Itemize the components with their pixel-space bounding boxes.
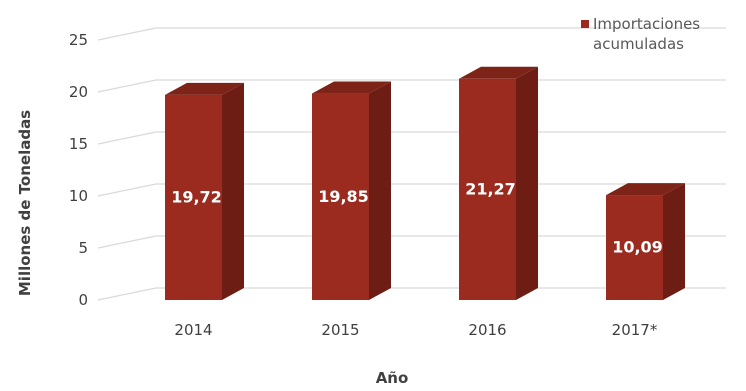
bar-value-label: 19,72 [171,187,222,206]
x-tick-label: 2015 [321,321,359,339]
bars: 19,72 19,85 21,27 10,09 [165,66,685,301]
bar-top [312,81,391,94]
y-tick-label: 0 [78,291,88,309]
y-axis-ticks: 0 5 10 15 20 25 [69,31,88,309]
bar: 19,85 [312,81,391,300]
bar-side [369,81,391,300]
y-tick-label: 10 [69,187,88,205]
y-tick-label: 25 [69,31,88,49]
bar-front [606,195,663,300]
gridline [97,27,726,41]
bar-value-label: 19,85 [318,187,369,206]
bar: 19,72 [165,82,244,300]
x-tick-label: 2014 [174,321,212,339]
y-tick-label: 20 [69,83,88,101]
bar-value-label: 21,27 [465,179,516,198]
bar-value-label: 10,09 [612,238,663,257]
y-axis-title: Millones de Toneladas [16,110,34,296]
y-tick-label: 5 [78,239,88,257]
bar-top [165,82,244,95]
x-tick-label: 2016 [468,321,506,339]
x-tick-label: 2017* [612,321,658,339]
bar-front [459,78,516,301]
legend-label-line1: Importaciones [593,15,700,33]
x-axis-title: Año [376,369,409,387]
y-tick-label: 15 [69,135,88,153]
bar-top [459,66,538,79]
bar-front [165,94,222,300]
legend-swatch [581,20,589,28]
bar: 10,09 [606,183,685,300]
bar-top [606,183,685,196]
bar-side [663,183,685,300]
bar: 21,27 [459,66,538,301]
legend-label-line2: acumuladas [593,35,684,53]
bar-side [516,66,538,301]
bar-side [222,82,244,300]
bar-front [312,93,369,300]
legend: Importaciones acumuladas [581,15,700,53]
x-axis-ticks: 2014 2015 2016 2017* [174,321,657,339]
